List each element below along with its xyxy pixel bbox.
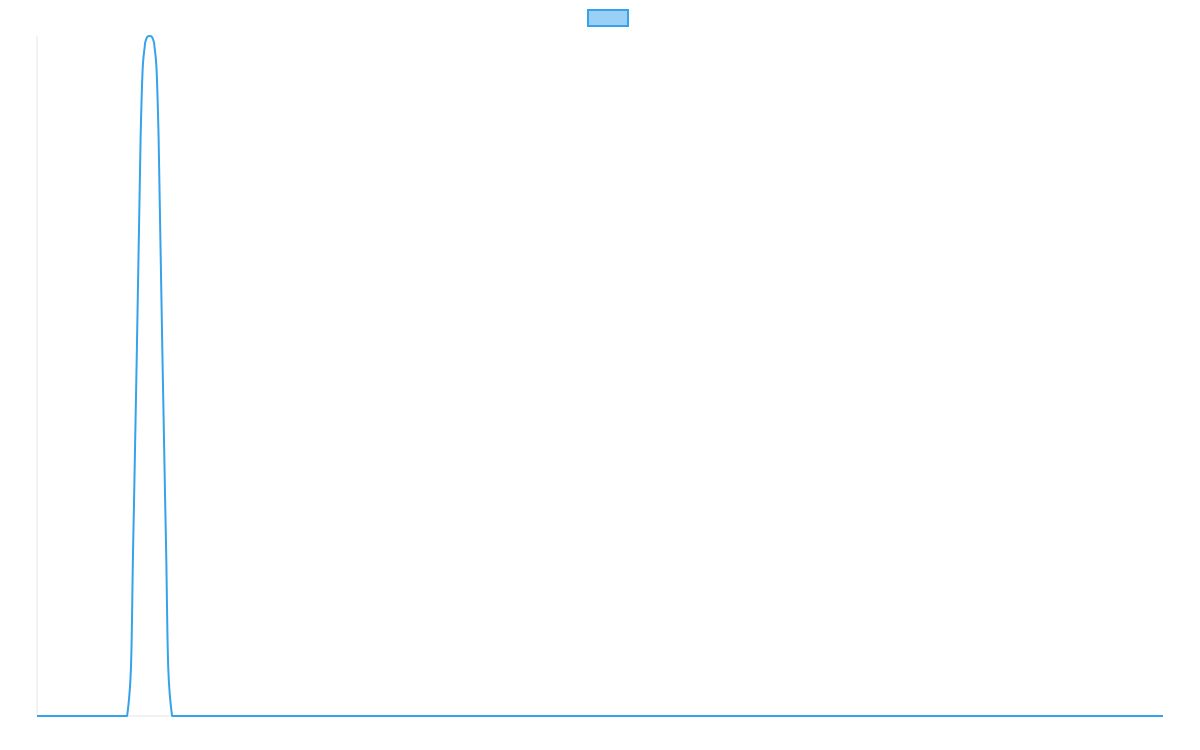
legend[interactable] [587, 9, 629, 27]
axes [36, 36, 1163, 717]
series-layer [37, 35, 1163, 718]
legend-swatch-0[interactable] [587, 9, 629, 27]
series-line-0 [37, 35, 1163, 718]
